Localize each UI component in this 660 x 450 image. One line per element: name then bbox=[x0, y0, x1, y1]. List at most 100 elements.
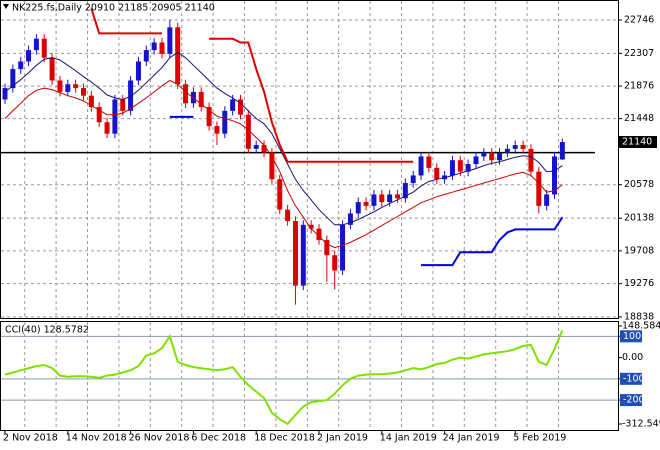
candle-body bbox=[497, 152, 503, 161]
y-tick-label: 18838 bbox=[624, 311, 654, 322]
candle-body bbox=[261, 145, 267, 153]
candle-body bbox=[363, 202, 369, 206]
candle-body bbox=[308, 224, 314, 229]
candle-body bbox=[285, 209, 291, 222]
candle-body bbox=[449, 160, 455, 176]
candle-body bbox=[300, 224, 306, 286]
y-tick-label: 0.00 bbox=[622, 352, 643, 363]
candle-body bbox=[457, 160, 463, 172]
candle-body bbox=[520, 145, 526, 149]
candle-body bbox=[245, 114, 251, 149]
title-marker bbox=[3, 4, 9, 9]
candle-body bbox=[410, 175, 416, 184]
candle-body bbox=[489, 152, 495, 161]
candle-body bbox=[175, 27, 181, 85]
y-tick-label: 22307 bbox=[624, 48, 654, 59]
candle-body bbox=[277, 179, 283, 210]
candle-body bbox=[230, 99, 236, 111]
y-tick-label: 20578 bbox=[624, 179, 654, 190]
cci-marks bbox=[4, 329, 564, 426]
y-tick-label: 21448 bbox=[624, 113, 654, 124]
candle-body bbox=[104, 122, 110, 134]
cci-line bbox=[4, 329, 564, 426]
candle-body bbox=[504, 148, 510, 153]
labels: 22746 22307 21876 21448 20578 20138 19708 19276… bbox=[3, 14, 660, 443]
candle-body bbox=[292, 221, 298, 286]
x-tick-label: 14 Nov 2018 bbox=[66, 433, 127, 444]
candle-body bbox=[395, 194, 400, 199]
candle-body bbox=[355, 202, 361, 214]
candle-body bbox=[167, 27, 173, 54]
candle-body bbox=[120, 99, 126, 111]
candle-body bbox=[135, 61, 141, 81]
x-tick-label: 5 Feb 2019 bbox=[513, 433, 566, 444]
y-tick-label: 21876 bbox=[624, 81, 654, 92]
y-tick-label: 19276 bbox=[624, 278, 654, 289]
candle-body bbox=[73, 84, 79, 89]
cci-panel-frame bbox=[0, 321, 619, 431]
candle-body bbox=[473, 156, 479, 165]
y-tick-label: -200 bbox=[623, 395, 645, 406]
candle-body bbox=[159, 42, 165, 54]
candle-body bbox=[340, 224, 346, 271]
last-price-label: 21140 bbox=[622, 137, 652, 148]
candle-body bbox=[332, 255, 338, 271]
candle-body bbox=[65, 84, 71, 92]
y-tick-label: -100 bbox=[623, 373, 645, 384]
cci-grid bbox=[1, 322, 618, 430]
price-panel-frame bbox=[0, 0, 619, 319]
candle-body bbox=[512, 145, 518, 149]
x-tick-label: 18 Dec 2018 bbox=[254, 433, 315, 444]
candle-body bbox=[536, 171, 542, 206]
candle-body bbox=[81, 88, 86, 96]
last-price-box bbox=[619, 136, 657, 149]
candle-body bbox=[198, 91, 204, 108]
candle-body bbox=[57, 80, 63, 92]
candle-body bbox=[269, 152, 275, 180]
candle-body bbox=[206, 107, 212, 127]
candle-body bbox=[143, 50, 149, 62]
x-tick-label: 26 Nov 2018 bbox=[129, 433, 190, 444]
x-tick-label: 6 Dec 2018 bbox=[191, 433, 246, 444]
candle-body bbox=[253, 145, 259, 149]
x-tick-label: 2 Nov 2018 bbox=[3, 433, 58, 444]
candle-body bbox=[528, 148, 534, 172]
candle-body bbox=[128, 80, 134, 111]
candle-body bbox=[10, 69, 16, 89]
indicator-line bbox=[4, 51, 563, 226]
candle-body bbox=[387, 194, 393, 203]
candle-body bbox=[544, 194, 550, 206]
x-tick-label: 14 Jan 2019 bbox=[380, 433, 437, 444]
x-tick-label: 24 Jan 2019 bbox=[443, 433, 500, 444]
candle-body bbox=[41, 38, 47, 58]
candle-body bbox=[112, 99, 118, 134]
axes bbox=[0, 0, 619, 431]
candle-body bbox=[559, 142, 565, 160]
candle-body bbox=[222, 110, 228, 134]
main-grid bbox=[1, 1, 618, 318]
candle-body bbox=[347, 213, 353, 225]
candle-body bbox=[434, 167, 440, 180]
candle-body bbox=[418, 156, 424, 176]
chart-title: NK225.fs,Daily 20910 21185 20905 21140 bbox=[12, 3, 215, 14]
price-marks bbox=[0, 7, 595, 305]
y-tick-label: -312.549 bbox=[622, 419, 660, 430]
candle-body bbox=[402, 183, 408, 199]
y-tick-label: 22746 bbox=[624, 14, 654, 25]
y-tick-label: 20138 bbox=[624, 213, 654, 224]
candle-body bbox=[151, 42, 157, 51]
candle-body bbox=[96, 107, 102, 123]
level-label-box bbox=[620, 372, 642, 385]
y-tick-label: 148.5843 bbox=[622, 321, 660, 332]
candle-body bbox=[183, 84, 189, 104]
indicator-line bbox=[169, 115, 564, 267]
candle-body bbox=[465, 164, 471, 172]
x-tick-label: 2 Jan 2019 bbox=[317, 433, 368, 444]
y-tick-label: 19708 bbox=[624, 245, 654, 256]
candle-body bbox=[481, 152, 487, 157]
candle-body bbox=[316, 228, 322, 241]
cci-title: CCI(40) 128.5782 bbox=[5, 325, 89, 336]
candle-body bbox=[238, 99, 243, 115]
